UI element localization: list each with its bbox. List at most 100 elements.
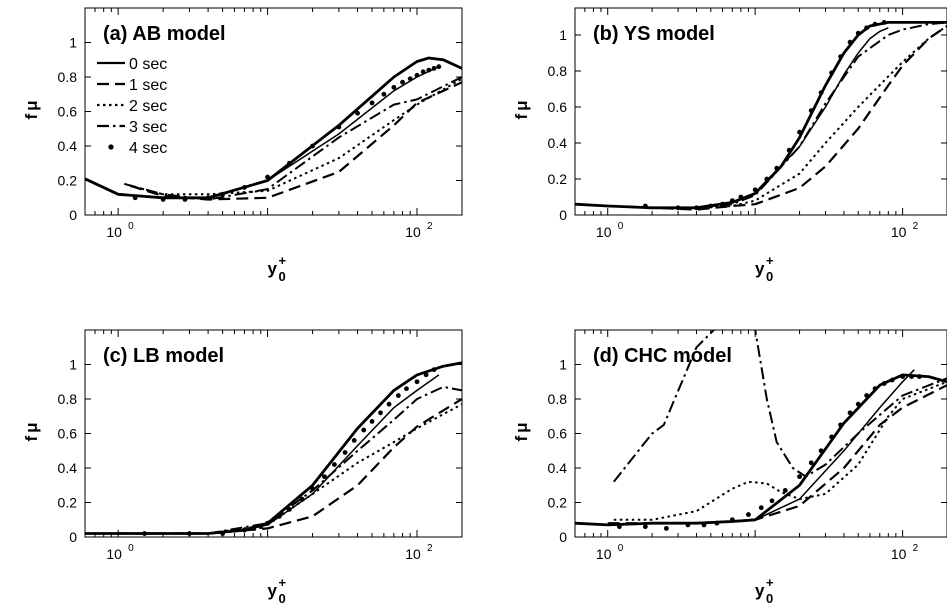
x-tick-label: 10: [405, 546, 421, 562]
y-axis-label-main: f: [22, 436, 41, 442]
legend-label: 3 sec: [129, 119, 167, 136]
x-tick-exponent: 2: [427, 221, 433, 232]
data-point: [714, 520, 720, 526]
series-group: [85, 56, 462, 202]
x-tick-label: 10: [891, 546, 907, 562]
data-point: [864, 25, 870, 31]
data-point: [786, 147, 792, 153]
y-axis-label: fμ: [512, 100, 531, 119]
y-tick-label: 0.8: [58, 69, 78, 85]
data-point: [746, 512, 751, 517]
x-tick-exponent: 0: [618, 543, 624, 554]
legend-label: 4 sec: [129, 140, 167, 157]
data-point: [685, 522, 691, 528]
x-axis-label-sup: +: [279, 575, 287, 590]
data-point: [205, 195, 211, 201]
data-point: [381, 91, 387, 97]
data-point: [838, 422, 844, 428]
data-point: [881, 381, 887, 386]
series-line: [613, 380, 947, 521]
legend: 0 sec 1 sec 2 sec 3 sec 4 sec: [97, 56, 167, 157]
subplot-d: 0 0.2 0.4 0.6 0.8 1 10 0 10 2 (d) CHC model fμ y +0: [512, 329, 947, 606]
data-point: [336, 124, 342, 130]
data-point: [431, 367, 437, 373]
legend-label: 0 sec: [129, 56, 167, 73]
y-tick-label: 0.2: [548, 495, 568, 511]
data-point: [395, 393, 401, 398]
axes-frame: [84, 7, 463, 216]
y-tick-label: 0.2: [58, 495, 78, 511]
data-point: [321, 474, 327, 480]
y-axis-label-main: f: [22, 114, 41, 120]
y-tick-label: 0.2: [58, 173, 78, 189]
data-point: [752, 187, 758, 193]
subplot-c: 0 0.2 0.4 0.6 0.8 1 10 0 10 2 (c) LB model fμ y +0: [22, 329, 463, 606]
data-point: [182, 197, 188, 202]
subplot-title: (a) AB model: [103, 23, 226, 45]
data-point: [864, 393, 870, 398]
data-point: [829, 70, 835, 76]
y-tick-label: 0: [559, 207, 567, 223]
data-point: [351, 438, 357, 443]
y-tick-label: 0.2: [548, 171, 568, 187]
x-tick-label: 10: [596, 546, 612, 562]
x-axis-label: y: [755, 581, 765, 600]
y-tick-label: 0.6: [58, 426, 78, 442]
x-axis-label: y: [755, 259, 765, 278]
y-axis-label-sub: μ: [22, 422, 41, 432]
x-axis-label-sub: 0: [279, 591, 286, 606]
x-tick-exponent: 0: [128, 221, 134, 232]
y-axis-label-main: f: [512, 114, 531, 120]
data-point: [400, 79, 405, 85]
y-tick-label: 0.8: [548, 391, 568, 407]
subplot-b: 0 0.2 0.4 0.6 0.8 1 10 0 10 2 (b) YS model fμ y +0: [512, 7, 947, 284]
data-point: [769, 498, 775, 504]
data-point: [187, 531, 192, 536]
data-point: [855, 30, 861, 36]
y-tick-label: 1: [559, 27, 567, 43]
data-point: [132, 195, 138, 201]
data-point: [847, 410, 853, 416]
x-tick-exponent: 0: [128, 543, 134, 554]
y-tick-label: 0.6: [548, 99, 568, 115]
x-axis-label-sup: +: [279, 253, 287, 268]
data-point: [220, 191, 226, 197]
y-tick-label: 0: [69, 529, 77, 545]
series-line: [129, 77, 462, 196]
series-line: [740, 369, 915, 523]
axes-frame: [84, 329, 463, 538]
data-point: [917, 374, 922, 379]
data-point: [369, 419, 375, 424]
data-point: [808, 460, 814, 466]
data-point: [642, 524, 648, 530]
y-tick-label: 0.4: [548, 135, 568, 151]
y-tick-label: 0.4: [58, 460, 78, 476]
series-group: [85, 361, 462, 536]
data-point: [414, 379, 420, 385]
y-tick-label: 0: [559, 529, 567, 545]
data-point: [855, 401, 861, 407]
series-line: [696, 27, 889, 209]
x-axis-label-sub: 0: [279, 269, 286, 284]
series-line: [244, 374, 440, 531]
series-line: [575, 373, 947, 527]
series-line: [607, 384, 947, 525]
data-point: [694, 205, 699, 211]
data-point: [909, 374, 914, 379]
series-group: [575, 20, 947, 211]
x-axis-label-sub: 0: [766, 591, 773, 606]
data-point: [818, 448, 824, 454]
data-point: [889, 377, 895, 383]
subplot-a: 0 0.2 0.4 0.6 0.8 1 10 0 10 2 (a) AB model fμ y +0 0 s…: [22, 7, 463, 284]
series-line: [118, 403, 462, 535]
x-tick-exponent: 2: [427, 543, 433, 554]
data-point: [160, 197, 166, 202]
data-point: [378, 410, 383, 416]
data-point: [142, 531, 147, 536]
x-axis-label: y: [268, 259, 278, 278]
y-tick-label: 1: [69, 35, 77, 51]
data-point: [797, 129, 802, 135]
x-axis-label-sub: 0: [766, 269, 773, 284]
x-tick-label: 10: [405, 224, 421, 240]
